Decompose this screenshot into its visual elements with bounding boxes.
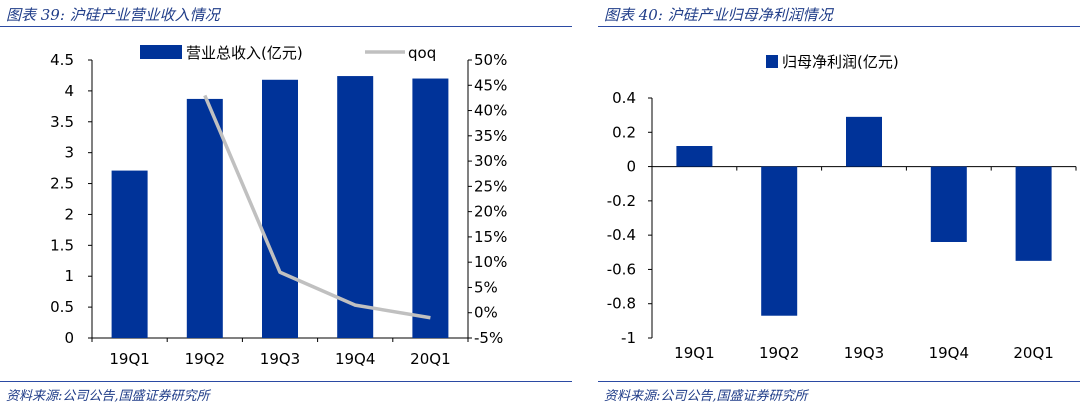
x-tick-label: 19Q3 (844, 344, 884, 362)
y-tick-label-right: 30% (474, 152, 507, 170)
y-tick-label: 0 (626, 158, 636, 176)
qoq-line (203, 94, 431, 320)
y-tick-label-left: 1 (64, 267, 74, 285)
title-rule (598, 26, 1080, 27)
y-tick-label: 0.4 (612, 89, 636, 107)
x-tick-label: 20Q1 (1013, 344, 1053, 362)
legend-label-net-profit: 归母净利润(亿元) (782, 53, 899, 71)
revenue-bar (111, 170, 148, 338)
y-tick-label-right: 40% (474, 102, 507, 120)
y-tick-label-right: 20% (474, 203, 507, 221)
y-tick-label: -0.2 (607, 192, 636, 210)
y-tick-label-left: 3 (64, 144, 74, 162)
figure-title: 图表 40: 沪硅产业归母净利润情况 (604, 6, 833, 24)
figure-40-panel: 图表 40: 沪硅产业归母净利润情况 -1 -0.8 -0.6 -0.4 -0.2 0 0.… (598, 0, 1080, 405)
y-tick-label-right: 25% (474, 177, 507, 195)
source-note: 资料来源:公司公告,国盛证券研究所 (6, 389, 210, 404)
y-tick-label: -0.8 (607, 295, 636, 313)
legend-label-revenue: 营业总收入(亿元) (186, 44, 303, 62)
source-rule (0, 381, 572, 382)
legend-label-qoq: qoq (408, 44, 436, 62)
y-tick-label-left: 2 (64, 205, 74, 223)
net-profit-bar (930, 166, 967, 242)
figure-title: 图表 39: 沪硅产业营业收入情况 (6, 6, 220, 24)
y-tick-label-right: 15% (474, 228, 507, 246)
y-tick-label-left: 0.5 (50, 298, 74, 316)
y-tick-label-right: 45% (474, 76, 507, 94)
title-rule (0, 26, 572, 27)
net-profit-bar (676, 146, 713, 167)
y-tick-label: -0.6 (607, 260, 636, 278)
y-tick-label-left: 3.5 (50, 113, 74, 131)
x-tick-label: 19Q2 (759, 344, 799, 362)
x-tick-label: 19Q2 (185, 350, 225, 368)
source-rule (598, 381, 1080, 382)
y-tick-label-left: 1.5 (50, 236, 74, 254)
x-tick-label: 19Q1 (674, 344, 714, 362)
net-profit-chart: -1 -0.8 -0.6 -0.4 -0.2 0 0.2 0.4 19Q1 19Q2 19Q3 19Q… (607, 53, 1077, 362)
y-tick-label-left: 4 (64, 82, 74, 100)
legend-swatch-revenue (140, 45, 182, 59)
revenue-bar (337, 76, 374, 338)
legend-swatch-net-profit (766, 55, 778, 68)
net-profit-bar (1015, 166, 1052, 261)
y-tick-label-right: 0% (474, 304, 498, 322)
source-note: 资料来源:公司公告,国盛证券研究所 (604, 389, 808, 404)
net-profit-bar (761, 166, 798, 316)
y-tick-label-right: 10% (474, 253, 507, 271)
x-tick-label: 19Q3 (260, 350, 300, 368)
revenue-bar (412, 78, 449, 339)
y-tick-label: 0.2 (612, 123, 636, 141)
y-tick-label-right: -5% (474, 329, 503, 347)
x-tick-label: 20Q1 (410, 350, 450, 368)
y-tick-label-left: 4.5 (50, 51, 74, 69)
y-tick-label: -1 (621, 329, 636, 347)
revenue-bar (186, 98, 223, 338)
net-profit-bar (846, 116, 882, 167)
y-tick-label-right: 50% (474, 51, 507, 69)
figure-39-panel: 图表 39: 沪硅产业营业收入情况 0 0.5 1 1.5 2 2.5 3 3.5 4 4.5 -5… (0, 6, 572, 404)
y-tick-label-right: 5% (474, 278, 498, 296)
y-tick-label-left: 0 (64, 329, 74, 347)
x-tick-label: 19Q1 (109, 350, 149, 368)
y-tick-label-left: 2.5 (50, 175, 74, 193)
x-tick-label: 19Q4 (335, 350, 375, 368)
y-tick-label-right: 35% (474, 127, 507, 145)
revenue-bar (262, 79, 298, 338)
y-tick-label: -0.4 (607, 226, 636, 244)
revenue-chart: 0 0.5 1 1.5 2 2.5 3 3.5 4 4.5 -5% 0% 5% 10% 15% 20% 25% 3… (50, 44, 507, 368)
x-tick-label: 19Q4 (929, 344, 969, 362)
